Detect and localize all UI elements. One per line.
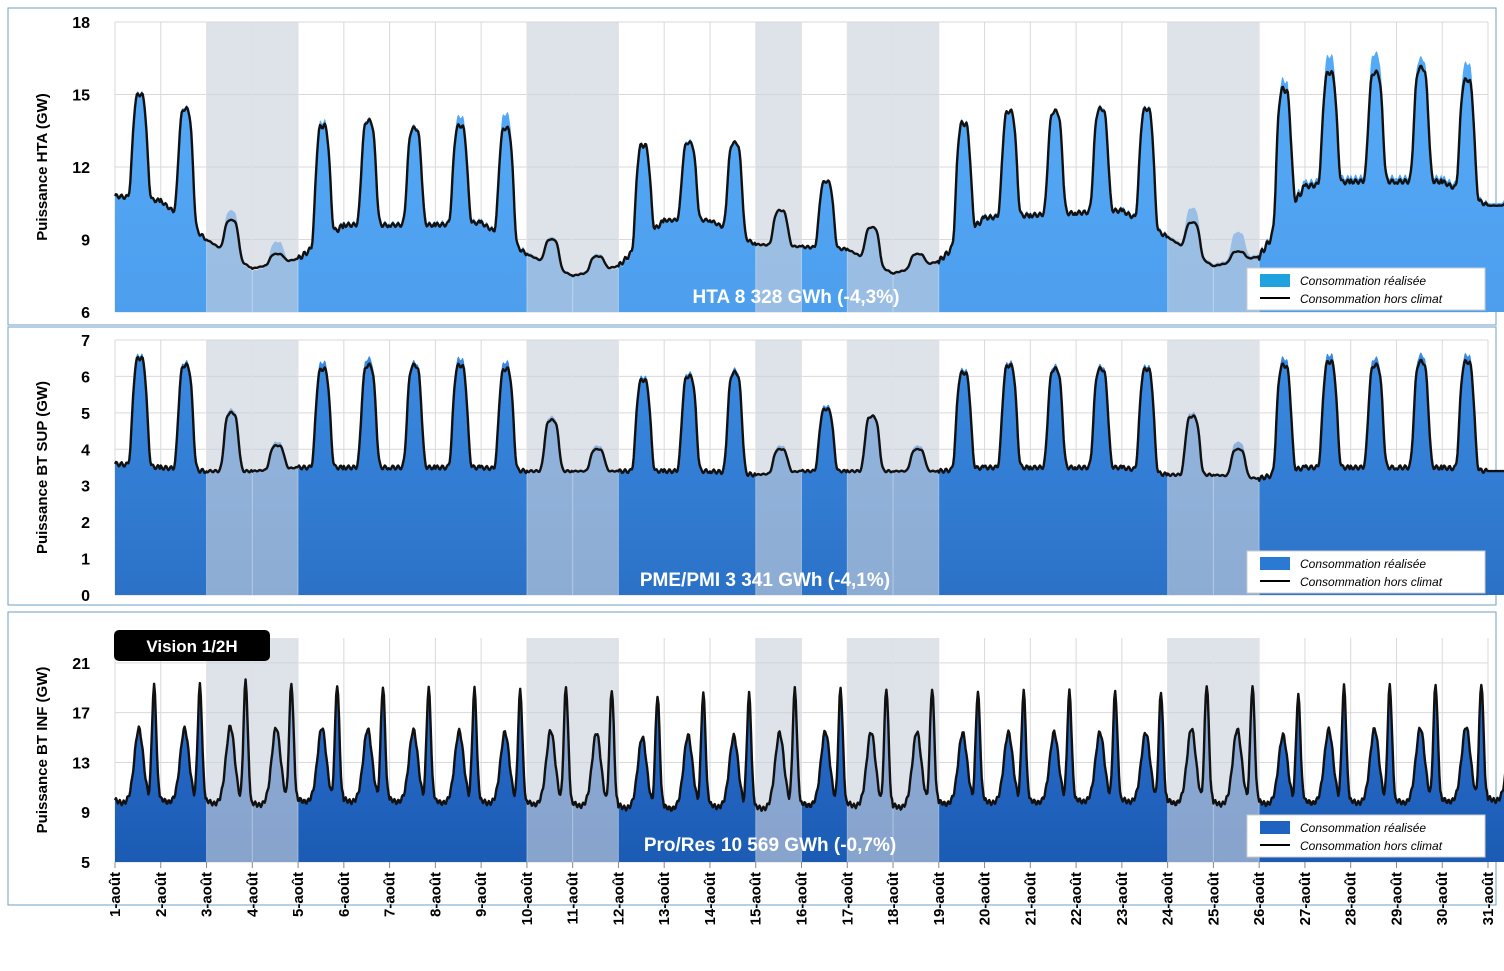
- x-tick-label: 31-août: [1480, 872, 1497, 925]
- x-tick-label: 30-août: [1434, 872, 1451, 925]
- panel-frame: [7, 7, 1497, 326]
- series-consommation-hors-climat-line: [113, 64, 1504, 278]
- weekend-band: [526, 22, 619, 312]
- legend-swatch-realisee: [1260, 821, 1290, 834]
- x-tick-label: 14-août: [702, 872, 719, 925]
- y-tick-label: 6: [81, 369, 90, 386]
- x-tick-label: 16-août: [794, 872, 811, 925]
- x-tick-label: 17-août: [839, 872, 856, 925]
- legend-label-hors-climat: Consommation hors climat: [1300, 839, 1443, 853]
- legend-label-hors-climat: Consommation hors climat: [1300, 575, 1443, 589]
- x-tick-label: 4-août: [244, 872, 261, 917]
- x-tick-label: 21-août: [1022, 872, 1039, 925]
- x-tick-label: 18-août: [885, 872, 902, 925]
- y-tick-label: 5: [81, 406, 90, 423]
- x-tick-label: 2-août: [153, 872, 170, 917]
- weekend-band: [1167, 638, 1260, 862]
- y-tick-label: 12: [72, 160, 90, 177]
- x-tick-label: 23-août: [1114, 872, 1131, 925]
- legend: Consommation réalisée Consommation hors c…: [1246, 267, 1486, 311]
- x-tick-label: 1-août: [107, 872, 124, 917]
- legend: Consommation réalisée Consommation hors c…: [1246, 550, 1486, 594]
- weekend-band: [526, 638, 619, 862]
- y-tick-label: 1: [81, 552, 90, 569]
- x-tick-label: 11-août: [565, 872, 582, 925]
- x-tick-label: 13-août: [656, 872, 673, 925]
- y-axis-title: Puissance HTA (GW): [34, 93, 51, 241]
- x-tick-label: 7-août: [382, 872, 399, 917]
- x-tick-label: 24-août: [1160, 872, 1177, 925]
- y-tick-label: 6: [81, 305, 90, 322]
- series-consommation-realisee-area: [115, 352, 1504, 595]
- weekend-band: [755, 638, 802, 862]
- y-axis-title: Puissance BT INF (GW): [34, 667, 51, 834]
- x-tick-label: 29-août: [1388, 872, 1405, 925]
- x-tick-label: 19-août: [931, 872, 948, 925]
- weekend-band: [847, 22, 939, 312]
- legend-label-realisee: Consommation réalisée: [1300, 557, 1426, 571]
- x-tick-label: 28-août: [1343, 872, 1360, 925]
- energy-annotation: Pro/Res 10 569 GWh (-0,7%): [644, 835, 896, 856]
- x-tick-label: 26-août: [1251, 872, 1268, 925]
- x-tick-label: 10-août: [519, 872, 536, 925]
- x-tick-label: 15-août: [748, 872, 765, 925]
- series-consommation-hors-climat-line: [113, 678, 1504, 812]
- y-tick-label: 5: [81, 855, 90, 872]
- chart-panel-1: 6 9 12 15 18 Puissance HTA (GW) HTA 8 328 GWh …: [7, 7, 1504, 326]
- series-consommation-realisee-area: [115, 679, 1504, 862]
- weekend-band: [206, 340, 299, 595]
- x-tick-label: 5-août: [290, 872, 307, 917]
- energy-annotation: PME/PMI 3 341 GWh (-4,1%): [640, 570, 890, 591]
- legend: Consommation réalisée Consommation hors c…: [1246, 814, 1486, 858]
- x-tick-label: 12-août: [610, 872, 627, 925]
- vision-badge: Vision 1/2H: [114, 630, 270, 661]
- legend-label-realisee: Consommation réalisée: [1300, 821, 1426, 835]
- y-tick-label: 4: [81, 442, 90, 459]
- legend-swatch-realisee: [1260, 274, 1290, 287]
- series-consommation-realisee-area: [115, 51, 1504, 312]
- x-tick-label: 27-août: [1297, 872, 1314, 925]
- legend-swatch-realisee: [1260, 557, 1290, 570]
- weekend-band: [206, 638, 299, 862]
- x-tick-label: 9-août: [473, 872, 490, 917]
- legend-label-hors-climat: Consommation hors climat: [1300, 292, 1443, 306]
- y-tick-label: 3: [81, 479, 90, 496]
- series-consommation-hors-climat-line: [113, 355, 1504, 482]
- y-tick-label: 21: [72, 656, 90, 673]
- y-tick-label: 9: [81, 233, 90, 250]
- panel-frame: [7, 326, 1497, 606]
- weekend-band: [1167, 22, 1260, 312]
- vision-badge-bg: [114, 630, 270, 661]
- x-axis: 1-août 2-août 3-août 4-août 5-août 6-août 7-ao…: [107, 862, 1497, 925]
- weekend-band: [206, 22, 299, 312]
- y-tick-label: 18: [72, 15, 90, 32]
- y-tick-label: 0: [81, 588, 90, 605]
- vision-badge-label: Vision 1/2H: [146, 637, 237, 656]
- x-tick-label: 20-août: [977, 872, 994, 925]
- x-tick-label: 8-août: [427, 872, 444, 917]
- energy-annotation: HTA 8 328 GWh (-4,3%): [693, 287, 900, 308]
- x-tick-label: 25-août: [1205, 872, 1222, 925]
- panel-frame: [7, 611, 1497, 906]
- weekend-band: [755, 22, 802, 312]
- y-tick-label: 17: [72, 706, 90, 723]
- x-tick-label: 3-août: [199, 872, 216, 917]
- y-tick-label: 15: [72, 88, 90, 105]
- y-tick-label: 2: [81, 515, 90, 532]
- weekend-band: [755, 340, 802, 595]
- x-tick-label: 6-août: [336, 872, 353, 917]
- y-tick-label: 7: [81, 333, 90, 350]
- weekend-band: [847, 638, 939, 862]
- x-tick-label: 22-août: [1068, 872, 1085, 925]
- legend-label-realisee: Consommation réalisée: [1300, 274, 1426, 288]
- y-tick-label: 9: [81, 805, 90, 822]
- y-axis-title: Puissance BT SUP (GW): [34, 381, 51, 554]
- y-tick-label: 13: [72, 755, 90, 772]
- chart-panel-2: 0 1 2 3 4 5 6 7 Puissance BT SUP (GW) PME/PMI 3 3…: [7, 326, 1504, 606]
